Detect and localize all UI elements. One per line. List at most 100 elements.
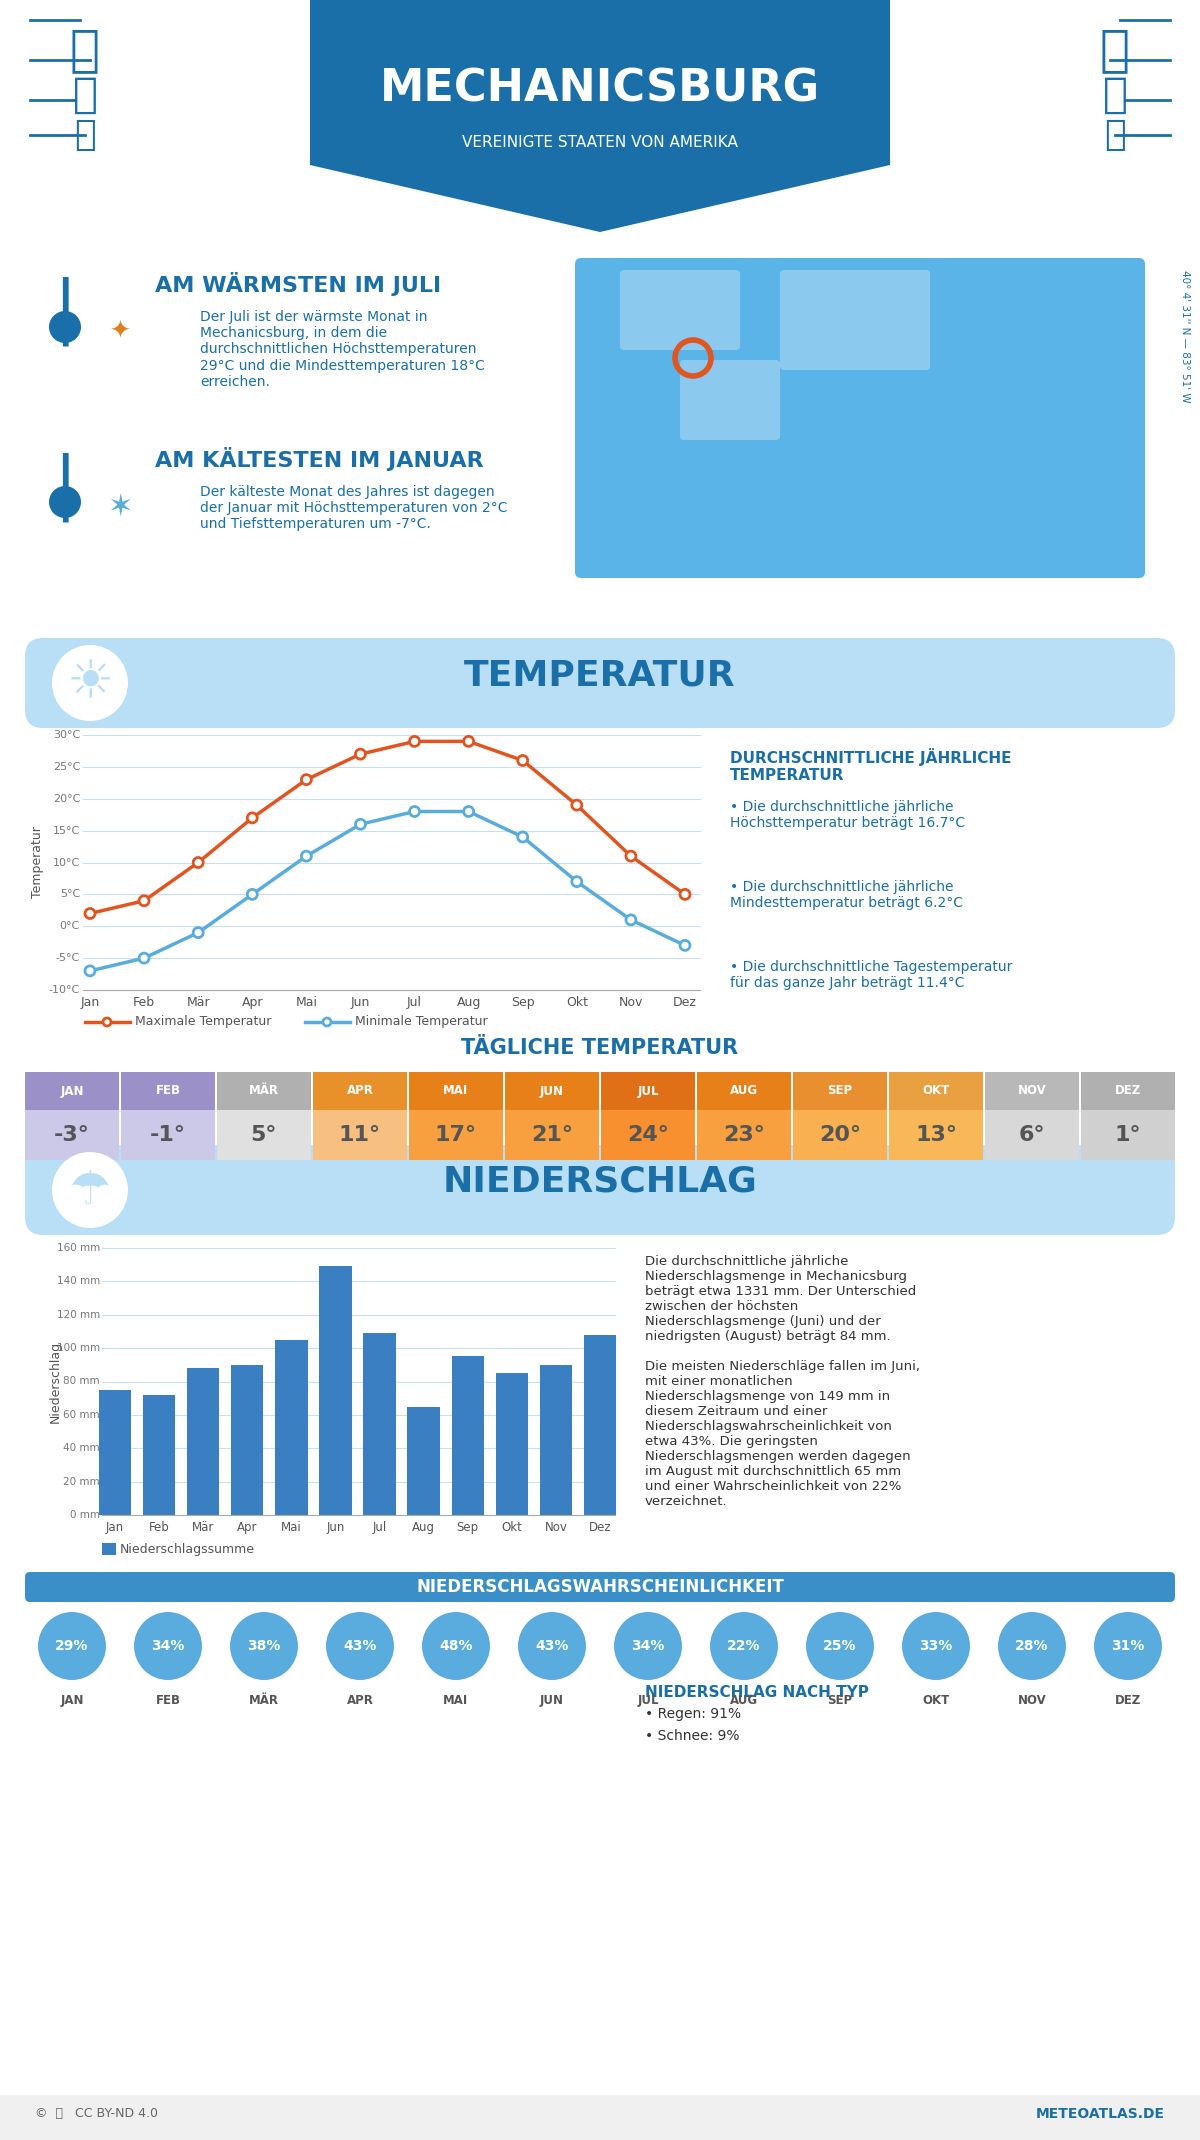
Circle shape [49, 310, 82, 342]
Text: APR: APR [347, 1695, 373, 1708]
Bar [584, 1335, 616, 1515]
Circle shape [193, 927, 203, 937]
Circle shape [680, 939, 690, 950]
Bar [232, 1365, 264, 1515]
Bar [25, 1072, 119, 1111]
Text: MÄR: MÄR [250, 1695, 278, 1708]
Text: 29%: 29% [55, 1639, 89, 1652]
Text: Okt: Okt [566, 995, 588, 1008]
Circle shape [49, 486, 82, 518]
Text: 30°C: 30°C [53, 730, 80, 740]
Bar [889, 1072, 983, 1111]
Text: 〜: 〜 [74, 118, 96, 152]
Text: NIEDERSCHLAGSWAHRSCHEINLICHKEIT: NIEDERSCHLAGSWAHRSCHEINLICHKEIT [416, 1577, 784, 1596]
Text: ✦: ✦ [109, 321, 131, 345]
Text: Jul: Jul [372, 1522, 386, 1534]
Bar [496, 1374, 528, 1515]
Text: 21°: 21° [530, 1126, 574, 1145]
Text: -5°C: -5°C [55, 952, 80, 963]
FancyBboxPatch shape [25, 1145, 1175, 1235]
Bar [143, 1395, 175, 1515]
Text: Mär: Mär [192, 1522, 215, 1534]
Text: SEP: SEP [828, 1085, 852, 1098]
Text: DURCHSCHNITTLICHE JÄHRLICHE
TEMPERATUR: DURCHSCHNITTLICHE JÄHRLICHE TEMPERATUR [730, 749, 1012, 783]
Text: 10°C: 10°C [53, 858, 80, 867]
Text: Jan: Jan [80, 995, 100, 1008]
FancyBboxPatch shape [620, 270, 740, 351]
Bar [121, 1072, 215, 1111]
Text: 20 mm: 20 mm [64, 1477, 100, 1487]
Circle shape [463, 736, 474, 747]
Text: 25%: 25% [823, 1639, 857, 1652]
Text: 〜: 〜 [1104, 118, 1126, 152]
Circle shape [1094, 1611, 1162, 1680]
Text: 31%: 31% [1111, 1639, 1145, 1652]
Circle shape [517, 832, 528, 841]
Text: 5°: 5° [251, 1126, 277, 1145]
Circle shape [680, 890, 690, 899]
Text: DEZ: DEZ [1115, 1695, 1141, 1708]
Text: 60 mm: 60 mm [64, 1410, 100, 1419]
Bar [275, 1340, 307, 1515]
Text: JUN: JUN [540, 1695, 564, 1708]
FancyBboxPatch shape [25, 1573, 1175, 1603]
Text: Mai: Mai [295, 995, 317, 1008]
Bar [217, 1072, 311, 1111]
Circle shape [355, 820, 366, 828]
Bar [540, 1365, 572, 1515]
Text: 〜: 〜 [72, 75, 97, 116]
Circle shape [409, 736, 420, 747]
Text: Niederschlagssumme: Niederschlagssumme [120, 1543, 256, 1556]
Text: Der kälteste Monat des Jahres ist dagegen
der Januar mit Höchsttemperaturen von : Der kälteste Monat des Jahres ist dagege… [200, 486, 508, 531]
Text: Dez: Dez [589, 1522, 611, 1534]
Text: 0°C: 0°C [60, 920, 80, 931]
Text: Sep: Sep [511, 995, 534, 1008]
Text: Aug: Aug [412, 1522, 436, 1534]
Circle shape [517, 755, 528, 766]
Circle shape [422, 1611, 490, 1680]
Text: MÄR: MÄR [250, 1085, 278, 1098]
Text: AUG: AUG [730, 1085, 758, 1098]
Bar [601, 1072, 695, 1111]
Text: MECHANICSBURG: MECHANICSBURG [380, 68, 820, 111]
Text: MAI: MAI [443, 1695, 469, 1708]
Bar [0, 0, 1200, 229]
Text: Feb: Feb [149, 1522, 169, 1534]
Text: -1°: -1° [150, 1126, 186, 1145]
Text: Jun: Jun [350, 995, 370, 1008]
Circle shape [614, 1611, 682, 1680]
Circle shape [409, 807, 420, 817]
Text: OKT: OKT [923, 1695, 949, 1708]
Circle shape [247, 890, 257, 899]
Bar [505, 1072, 599, 1111]
Text: ©  ⓘ   CC BY-ND 4.0: © ⓘ CC BY-ND 4.0 [35, 2108, 158, 2121]
Bar [217, 1111, 311, 1160]
Bar [102, 1543, 116, 1556]
Text: Okt: Okt [502, 1522, 522, 1534]
Text: Der Juli ist der wärmste Monat in
Mechanicsburg, in dem die
durchschnittlichen H: Der Juli ist der wärmste Monat in Mechan… [200, 310, 485, 389]
Text: 43%: 43% [535, 1639, 569, 1652]
Circle shape [463, 807, 474, 817]
Text: MAI: MAI [443, 1085, 469, 1098]
FancyBboxPatch shape [25, 638, 1175, 728]
Text: 1°: 1° [1115, 1126, 1141, 1145]
Text: ☀: ☀ [66, 657, 114, 708]
Circle shape [572, 800, 582, 811]
Circle shape [38, 1611, 106, 1680]
Text: 100 mm: 100 mm [56, 1344, 100, 1352]
Circle shape [323, 1019, 331, 1025]
Text: 34%: 34% [631, 1639, 665, 1652]
Bar [313, 1072, 407, 1111]
Bar [98, 1389, 131, 1515]
Text: Jun: Jun [326, 1522, 344, 1534]
Text: NIEDERSCHLAG: NIEDERSCHLAG [443, 1164, 757, 1198]
Text: Temperatur: Temperatur [30, 826, 43, 899]
Text: 120 mm: 120 mm [56, 1310, 100, 1320]
Text: 0 mm: 0 mm [70, 1511, 100, 1519]
Text: 40 mm: 40 mm [64, 1442, 100, 1453]
Text: Apr: Apr [238, 1522, 258, 1534]
Circle shape [85, 965, 95, 976]
Circle shape [710, 1611, 778, 1680]
Bar [1081, 1111, 1175, 1160]
Bar [505, 1111, 599, 1160]
